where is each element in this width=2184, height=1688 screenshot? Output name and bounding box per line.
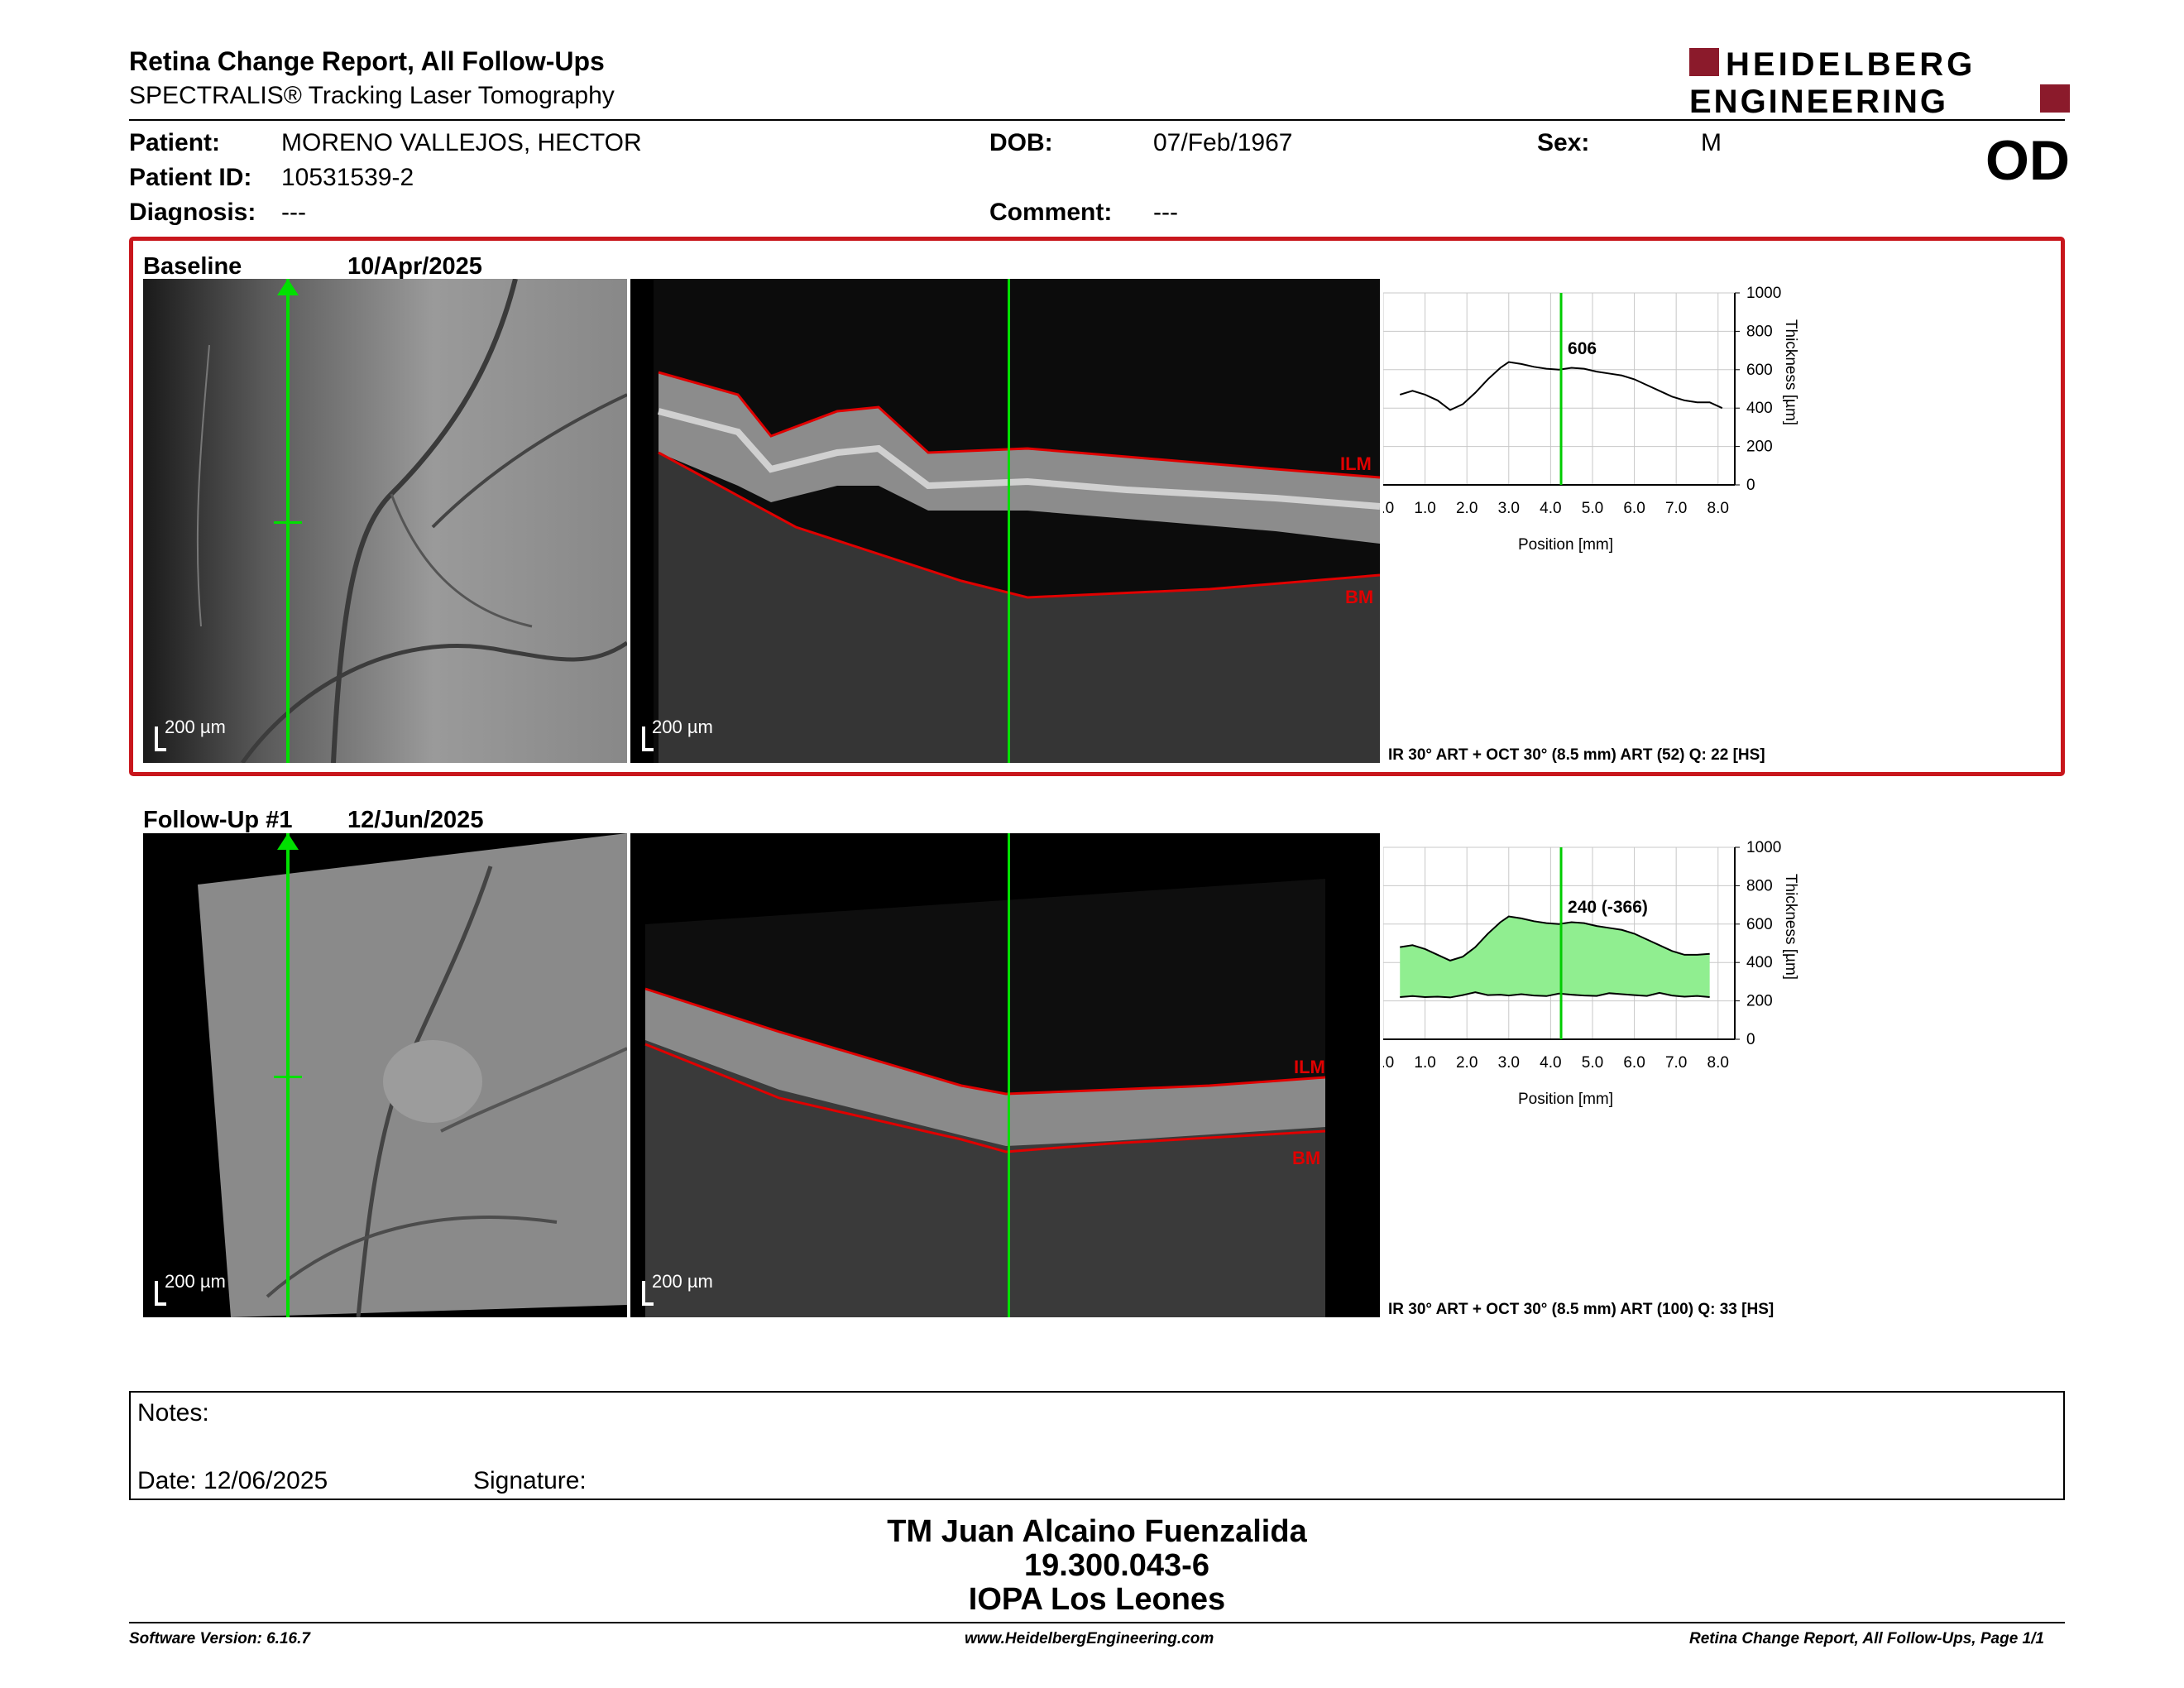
baseline-oct-bscan[interactable]: ILM BM 200 µm <box>630 279 1380 763</box>
y-axis-label: Thickness [µm] <box>1782 874 1799 980</box>
thickness-series-line <box>1400 915 1710 961</box>
baseline-fundus-scan-line <box>286 279 290 763</box>
baseline-label: Baseline <box>143 253 242 280</box>
footer-page: Retina Change Report, All Follow-Ups, Pa… <box>1689 1630 2044 1647</box>
signatory-rut: 19.300.043-6 <box>1024 1548 1209 1583</box>
sex-label: Sex: <box>1537 129 1590 156</box>
x-tick-label: 7.0 <box>1665 500 1687 517</box>
y-tick-label: 600 <box>1746 362 1773 379</box>
thickness-series-line <box>1400 991 1710 999</box>
x-tick-label: 4.0 <box>1540 500 1561 517</box>
brand-line2: ENGINEERING <box>1689 84 1948 116</box>
brand-line1: HEIDELBERG <box>1726 46 1976 83</box>
notes-date: Date: 12/06/2025 <box>137 1467 328 1494</box>
patient-id-label: Patient ID: <box>129 164 252 191</box>
sex-value: M <box>1701 129 1722 156</box>
y-tick-label: 200 <box>1746 439 1773 456</box>
followup-fundus-image[interactable]: 200 µm <box>143 833 627 1317</box>
x-tick-label: 2.0 <box>1456 500 1478 517</box>
eye-indicator: OD <box>1985 129 2070 192</box>
y-tick-label: 1000 <box>1746 839 1781 856</box>
y-tick-label: 200 <box>1746 993 1773 1010</box>
signatory-institution: IOPA Los Leones <box>968 1582 1226 1617</box>
y-tick-label: 800 <box>1746 877 1773 894</box>
x-tick-label: 6.0 <box>1623 500 1645 517</box>
signatory-name: TM Juan Alcaino Fuenzalida <box>887 1514 1307 1549</box>
scan-direction-arrow-icon <box>277 279 299 295</box>
x-tick-label: 7.0 <box>1665 1054 1687 1072</box>
x-tick-label: 8.0 <box>1707 1054 1729 1072</box>
x-tick-label: 0.0 <box>1383 500 1394 517</box>
ilm-label: ILM <box>1294 1057 1325 1077</box>
notes-label: Notes: <box>137 1399 209 1427</box>
followup-oct-cursor-line <box>1008 833 1010 1317</box>
patient-name-label: Patient: <box>129 129 221 156</box>
footer-website: www.HeidelbergEngineering.com <box>965 1630 1214 1647</box>
followup-fundus-scan-line <box>286 833 290 1317</box>
bm-label: BM <box>1292 1148 1321 1168</box>
x-tick-label: 8.0 <box>1707 500 1729 517</box>
footer-software: Software Version: 6.16.7 <box>129 1630 310 1647</box>
footer-rule <box>129 1622 2065 1623</box>
cursor-crosshair-icon <box>274 1076 302 1078</box>
patient-name: MORENO VALLEJOS, HECTOR <box>281 129 642 156</box>
x-tick-label: 1.0 <box>1414 1054 1435 1072</box>
notes-box[interactable]: Notes: Date: 12/06/2025 Signature: <box>129 1391 2065 1500</box>
y-tick-label: 0 <box>1746 477 1755 494</box>
x-tick-label: 5.0 <box>1582 1054 1603 1072</box>
x-tick-label: 6.0 <box>1623 1054 1645 1072</box>
y-tick-label: 0 <box>1746 1031 1755 1048</box>
diagnosis-label: Diagnosis: <box>129 199 256 226</box>
heidelberg-logo: HEIDELBERG ENGINEERING <box>1689 46 2070 116</box>
baseline-panel-frame <box>129 237 2065 776</box>
x-tick-label: 5.0 <box>1582 500 1603 517</box>
x-tick-label: 3.0 <box>1498 1054 1520 1072</box>
baseline-oct-cursor-line <box>1008 279 1010 763</box>
followup-acquisition-info: IR 30° ART + OCT 30° (8.5 mm) ART (100) … <box>1388 1301 1774 1318</box>
comment-label: Comment: <box>989 199 1113 226</box>
x-axis-label: Position [mm] <box>1518 1091 1613 1108</box>
baseline-date: 10/Apr/2025 <box>347 253 482 280</box>
y-tick-label: 600 <box>1746 916 1773 933</box>
y-tick-label: 800 <box>1746 323 1773 340</box>
followup-label: Follow-Up #1 <box>143 807 293 833</box>
followup-oct-bscan[interactable]: ILM BM 200 µm <box>630 833 1380 1317</box>
x-axis-label: Position [mm] <box>1518 536 1613 554</box>
ilm-label: ILM <box>1340 453 1372 474</box>
cursor-value-label: 240 (-366) <box>1568 898 1648 917</box>
dob-value: 07/Feb/1967 <box>1153 129 1293 156</box>
y-axis-label: Thickness [µm] <box>1782 319 1799 425</box>
diagnosis-value: --- <box>281 199 306 226</box>
y-tick-label: 1000 <box>1746 285 1781 302</box>
baseline-acquisition-info: IR 30° ART + OCT 30° (8.5 mm) ART (52) Q… <box>1388 746 1765 764</box>
x-tick-label: 3.0 <box>1498 500 1520 517</box>
cursor-value-label: 606 <box>1568 339 1597 358</box>
dob-label: DOB: <box>989 129 1053 156</box>
report-subtitle: SPECTRALIS® Tracking Laser Tomography <box>129 82 615 109</box>
scan-direction-arrow-icon <box>277 833 299 850</box>
y-tick-label: 400 <box>1746 400 1773 417</box>
x-tick-label: 0.0 <box>1383 1054 1394 1072</box>
baseline-thickness-graph[interactable]: 0.0 1.0 2.0 3.0 4.0 5.0 6.0 7.0 8.0 0 200 400 600 800… <box>1383 281 1813 563</box>
x-tick-label: 2.0 <box>1456 1054 1478 1072</box>
y-tick-label: 400 <box>1746 954 1773 971</box>
signature-label: Signature: <box>473 1467 587 1494</box>
header-rule <box>129 119 2065 121</box>
x-tick-label: 4.0 <box>1540 1054 1561 1072</box>
report-title: Retina Change Report, All Follow-Ups <box>129 46 605 76</box>
bm-label: BM <box>1345 587 1374 607</box>
followup-date: 12/Jun/2025 <box>347 807 484 833</box>
patient-id: 10531539-2 <box>281 164 414 191</box>
followup-thickness-graph[interactable]: 0.0 1.0 2.0 3.0 4.0 5.0 6.0 7.0 8.0 0 200 400 600 800… <box>1383 836 1813 1117</box>
x-tick-label: 1.0 <box>1414 500 1435 517</box>
cursor-crosshair-icon <box>274 521 302 524</box>
baseline-fundus-image[interactable]: 200 µm <box>143 279 627 763</box>
comment-value: --- <box>1153 199 1178 226</box>
thickness-change-area <box>1400 916 1710 998</box>
